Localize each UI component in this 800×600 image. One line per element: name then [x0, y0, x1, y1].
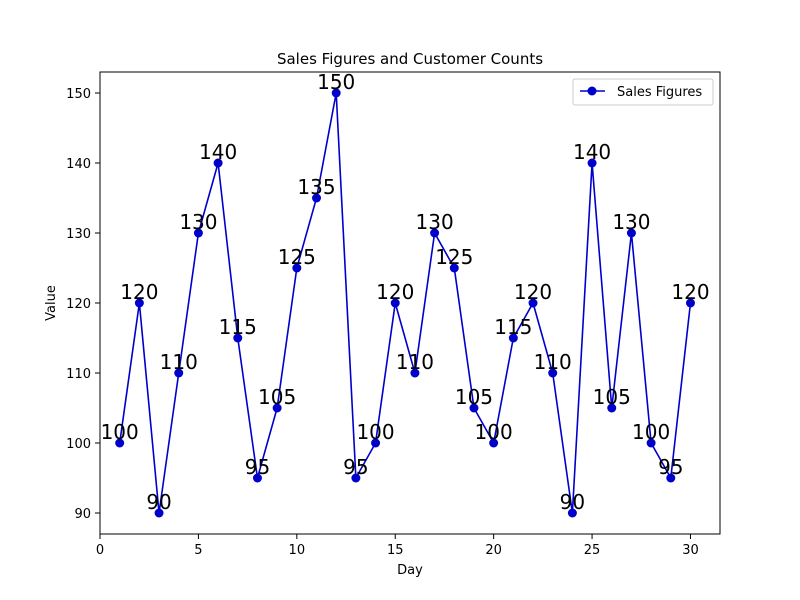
data-point [312, 193, 322, 203]
data-label: 130 [416, 210, 454, 234]
x-tick-label: 15 [387, 543, 404, 558]
data-point [528, 298, 538, 308]
data-point [646, 438, 656, 448]
data-label: 120 [376, 280, 414, 304]
x-tick-label: 30 [682, 543, 699, 558]
data-point [548, 368, 558, 378]
legend-box [572, 78, 714, 106]
chart-title: Sales Figures and Customer Counts [277, 50, 543, 68]
data-point [371, 438, 381, 448]
data-point [233, 333, 243, 343]
data-point [587, 158, 597, 168]
data-point [252, 473, 262, 483]
data-point [272, 403, 282, 413]
data-point [351, 473, 361, 483]
legend: Sales Figures [572, 78, 714, 106]
series-layer [115, 88, 695, 518]
y-tick-label: 110 [66, 367, 91, 382]
data-point [469, 403, 479, 413]
x-tick-label: 25 [584, 543, 601, 558]
data-label: 110 [534, 350, 572, 374]
y-tick-label: 140 [66, 157, 91, 172]
data-point [115, 438, 125, 448]
data-point [607, 403, 617, 413]
data-label: 90 [560, 490, 585, 514]
y-tick-label: 120 [66, 297, 91, 312]
data-point [213, 158, 223, 168]
data-labels: 1001209011013014011595105125135150951001… [101, 70, 710, 514]
data-label: 135 [297, 175, 335, 199]
x-tick-label: 10 [289, 543, 306, 558]
data-label: 105 [455, 385, 493, 409]
data-label: 150 [317, 70, 355, 94]
data-point [193, 228, 203, 238]
data-label: 120 [671, 280, 709, 304]
data-label: 95 [343, 455, 368, 479]
data-label: 110 [160, 350, 198, 374]
data-label: 95 [245, 455, 270, 479]
x-tick-label: 0 [96, 543, 104, 558]
data-label: 125 [435, 245, 473, 269]
y-axis-label: Value [44, 285, 59, 321]
data-label: 125 [278, 245, 316, 269]
data-point [430, 228, 440, 238]
y-tick-label: 150 [66, 87, 91, 102]
data-point [174, 368, 184, 378]
data-label: 100 [101, 420, 139, 444]
data-point [154, 508, 164, 518]
data-label: 140 [573, 140, 611, 164]
x-axis-label: Day [397, 563, 423, 578]
data-label: 105 [593, 385, 631, 409]
data-point [410, 368, 420, 378]
data-label: 100 [356, 420, 394, 444]
data-point [626, 228, 636, 238]
data-label: 110 [396, 350, 434, 374]
data-point [331, 88, 341, 98]
data-label: 130 [612, 210, 650, 234]
data-point [390, 298, 400, 308]
data-point [134, 298, 144, 308]
data-label: 105 [258, 385, 296, 409]
data-point [567, 508, 577, 518]
data-label: 115 [494, 315, 532, 339]
data-label: 95 [658, 455, 683, 479]
data-label: 100 [632, 420, 670, 444]
data-point [449, 263, 459, 273]
legend-label: Sales Figures [617, 85, 702, 100]
x-axis: 0 5 10 15 20 25 30 [96, 534, 699, 558]
data-label: 90 [146, 490, 171, 514]
data-label: 115 [219, 315, 257, 339]
data-point [685, 298, 695, 308]
x-tick-label: 5 [194, 543, 202, 558]
y-tick-label: 90 [74, 507, 91, 522]
data-label: 130 [179, 210, 217, 234]
data-point [508, 333, 518, 343]
x-tick-label: 20 [485, 543, 502, 558]
data-point [292, 263, 302, 273]
y-tick-label: 130 [66, 227, 91, 242]
y-axis: 90 100 110 120 130 140 150 [66, 87, 100, 522]
data-label: 140 [199, 140, 237, 164]
data-label: 120 [120, 280, 158, 304]
data-label: 100 [475, 420, 513, 444]
series-line [118, 92, 692, 514]
data-label: 120 [514, 280, 552, 304]
legend-marker [587, 86, 597, 96]
y-tick-label: 100 [66, 437, 91, 452]
data-point [666, 473, 676, 483]
data-point [489, 438, 499, 448]
